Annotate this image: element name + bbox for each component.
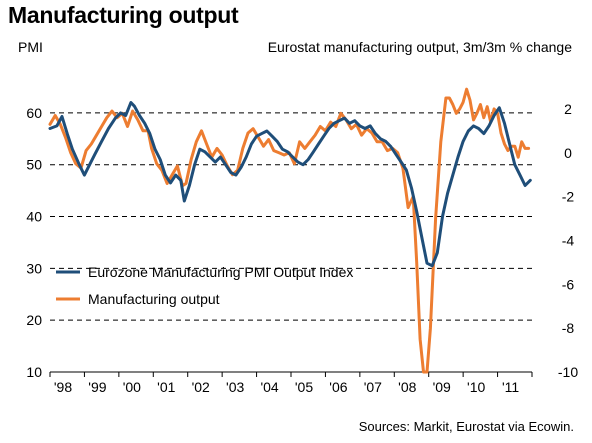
x-axis-tick-label: '09	[433, 379, 451, 395]
chart-title: Manufacturing output	[8, 2, 239, 28]
legend-label: Manufacturing output	[88, 291, 220, 307]
x-axis-tick-label: '07	[364, 379, 382, 395]
legend-label: Eurozone Manufacturing PMI Output Index	[88, 264, 353, 280]
left-axis-tick-label: 20	[26, 312, 42, 328]
left-axis-unit-label: PMI	[18, 39, 43, 55]
left-axis-tick-label: 60	[26, 105, 42, 121]
right-axis-tick-label: 2	[564, 101, 572, 117]
right-axis-tick-label: -8	[562, 320, 575, 336]
x-axis-tick-label: '00	[123, 379, 141, 395]
right-axis-tick-label: 0	[564, 145, 572, 161]
x-axis-tick-label: '08	[398, 379, 416, 395]
x-axis-tick-label: '98	[54, 379, 72, 395]
left-axis-tick-label: 40	[26, 209, 42, 225]
left-axis-tick-label: 30	[26, 260, 42, 276]
right-axis-unit-label: Eurostat manufacturing output, 3m/3m % c…	[267, 39, 572, 55]
x-axis-tick-label: '01	[157, 379, 175, 395]
x-axis-tick-label: '11	[502, 379, 519, 395]
right-axis-tick-label: -2	[562, 189, 575, 205]
left-axis-tick-label: 10	[26, 364, 42, 380]
x-axis-ticks: '98 '99 '00 '01 '02 '03 '04 '05 '06 '07 '08 '09 '10 '…	[49, 372, 533, 395]
left-axis-ticks: 10 20 30 40 50 60	[26, 105, 42, 380]
right-axis-tick-label: -4	[562, 232, 575, 248]
gridlines	[50, 112, 532, 321]
x-axis-tick-label: '03	[226, 379, 244, 395]
x-axis-tick-label: '05	[295, 379, 313, 395]
x-axis-tick-label: '99	[88, 379, 106, 395]
right-axis-tick-label: -10	[558, 364, 578, 380]
source-note: Sources: Markit, Eurostat via Ecowin.	[358, 419, 574, 434]
right-axis-tick-label: -6	[562, 276, 575, 292]
left-axis-tick-label: 50	[26, 157, 42, 173]
x-axis-tick-label: '02	[192, 379, 210, 395]
legend: Eurozone Manufacturing PMI Output Index M…	[56, 264, 353, 307]
manufacturing-output-series-line	[48, 87, 531, 374]
pmi-series-line	[48, 101, 532, 268]
x-axis-tick-label: '04	[260, 379, 278, 395]
x-axis-tick-label: '10	[467, 379, 485, 395]
right-axis-ticks: -10 -8 -6 -4 -2 0 2	[558, 101, 578, 380]
series-lines	[48, 87, 532, 374]
x-axis-tick-label: '06	[329, 379, 347, 395]
